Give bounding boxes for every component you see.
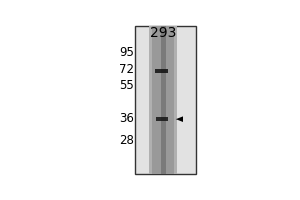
- Bar: [156, 117, 168, 121]
- Text: 72: 72: [119, 63, 134, 76]
- Polygon shape: [176, 116, 183, 122]
- Bar: [149, 26, 177, 174]
- Bar: [152, 26, 174, 174]
- Text: 293: 293: [150, 26, 176, 40]
- Bar: [155, 69, 168, 73]
- Text: 95: 95: [119, 46, 134, 59]
- Text: 28: 28: [119, 134, 134, 147]
- Text: 55: 55: [119, 79, 134, 92]
- Bar: [160, 26, 166, 174]
- Bar: [135, 26, 196, 174]
- Text: 36: 36: [119, 112, 134, 125]
